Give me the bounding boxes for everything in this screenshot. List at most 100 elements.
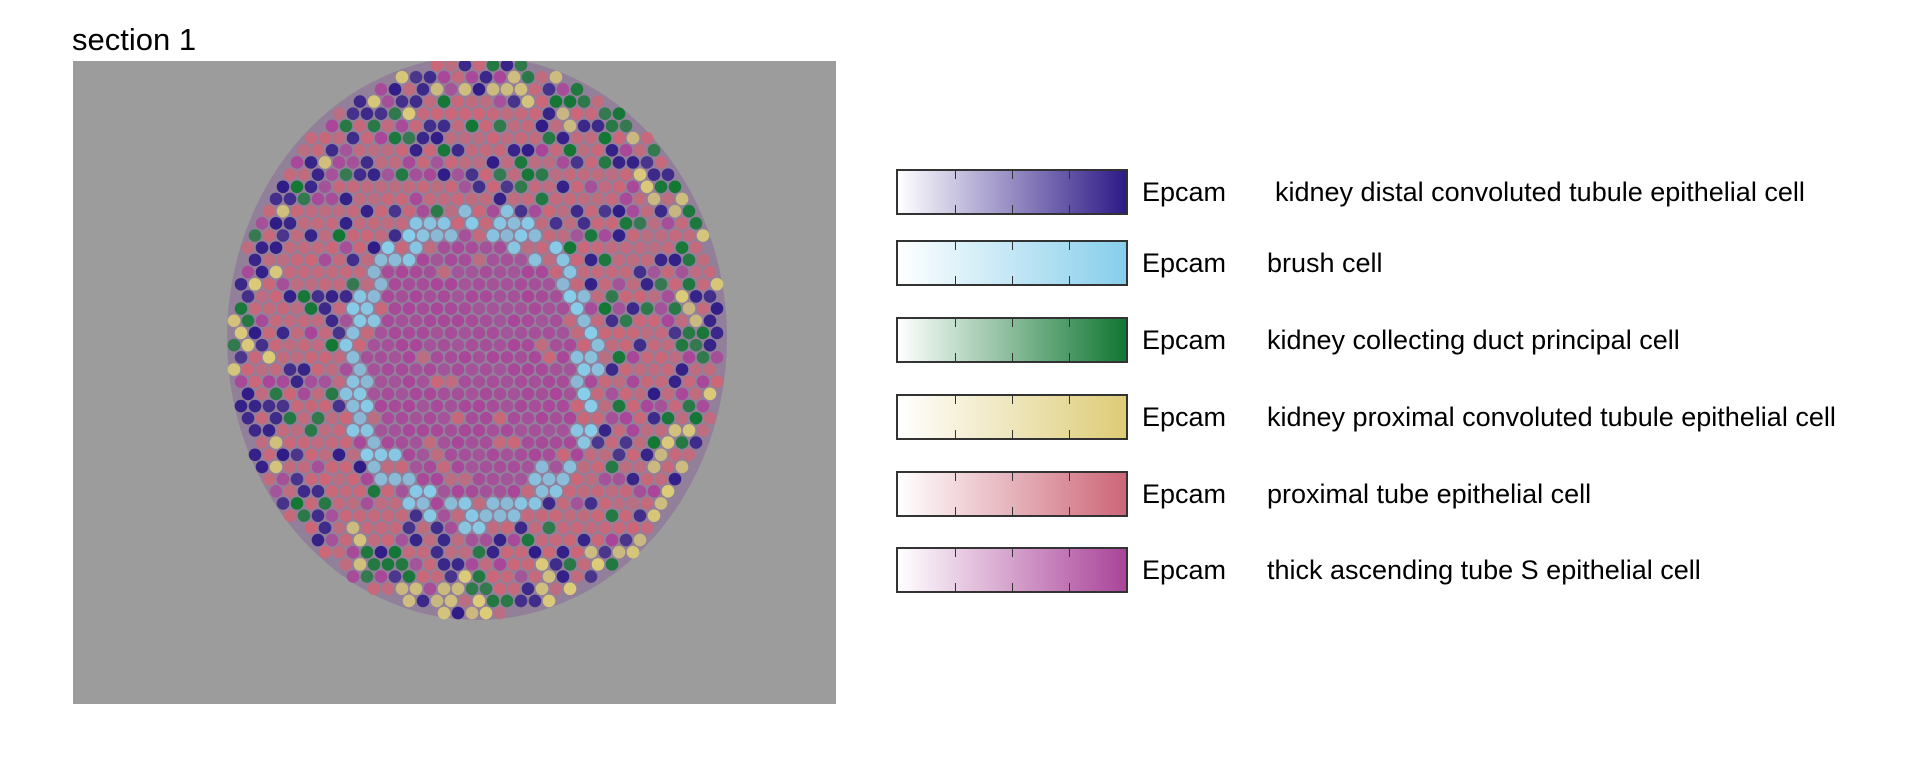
spot: [332, 277, 346, 291]
spot: [493, 217, 507, 230]
spot: [255, 338, 269, 352]
spot: [528, 204, 542, 218]
spot: [458, 570, 472, 583]
spot: [619, 387, 633, 401]
spot: [591, 241, 605, 254]
spot: [584, 156, 598, 169]
spot: [290, 253, 304, 267]
spot: [479, 460, 493, 474]
spot: [577, 436, 591, 449]
spot: [395, 192, 409, 206]
spot: [682, 448, 696, 462]
spot: [346, 253, 360, 267]
spot: [619, 314, 633, 328]
spot: [353, 558, 367, 571]
spot: [556, 107, 570, 121]
spot: [528, 180, 542, 194]
spot: [528, 424, 542, 437]
spot: [577, 338, 591, 352]
spot: [591, 314, 605, 328]
spot: [577, 387, 591, 401]
spot: [682, 399, 696, 413]
spot: [269, 265, 283, 279]
spot: [563, 436, 577, 449]
spot: [255, 265, 269, 279]
spot: [612, 521, 626, 535]
spot: [381, 168, 395, 181]
spot: [472, 180, 486, 194]
spot: [528, 131, 542, 145]
spot: [458, 521, 472, 535]
spot: [528, 472, 542, 486]
spot: [563, 241, 577, 254]
spot: [486, 180, 500, 194]
spot: [269, 460, 283, 474]
spot: [311, 363, 325, 376]
spot: [444, 83, 458, 96]
spot: [437, 290, 451, 303]
spot: [255, 460, 269, 474]
spot: [612, 351, 626, 364]
spot: [556, 83, 570, 96]
spot: [493, 436, 507, 449]
spot: [409, 509, 423, 522]
spot: [472, 375, 486, 388]
spot: [535, 558, 549, 571]
spot: [514, 424, 528, 437]
spot: [325, 509, 339, 522]
spot: [255, 411, 269, 425]
spot: [423, 509, 437, 522]
spot: [675, 387, 689, 401]
spot: [605, 363, 619, 376]
spot: [696, 424, 710, 437]
spot: [535, 460, 549, 474]
spot: [269, 192, 283, 206]
spot: [458, 204, 472, 218]
spot: [290, 326, 304, 340]
spot: [437, 338, 451, 352]
spot: [696, 326, 710, 340]
spot: [556, 302, 570, 315]
spot: [451, 460, 465, 474]
spot: [556, 472, 570, 486]
spot: [668, 204, 682, 218]
spot: [584, 180, 598, 194]
spot: [465, 460, 479, 474]
spot: [549, 411, 563, 425]
spot: [332, 497, 346, 510]
spot: [612, 497, 626, 510]
spot: [332, 107, 346, 121]
spot: [612, 545, 626, 559]
spot: [444, 277, 458, 291]
spot: [437, 119, 451, 133]
spot: [612, 472, 626, 486]
spot: [241, 411, 255, 425]
spot: [535, 582, 549, 596]
spot: [458, 375, 472, 388]
spot: [493, 265, 507, 279]
spot: [556, 180, 570, 194]
spot: [346, 521, 360, 535]
spot: [451, 387, 465, 401]
spot: [668, 351, 682, 364]
spot: [360, 521, 374, 535]
spot: [479, 582, 493, 596]
colorbar-tick: [1069, 473, 1070, 481]
spot: [423, 436, 437, 449]
spot: [437, 217, 451, 230]
spot: [416, 83, 430, 96]
spot: [423, 558, 437, 571]
spot: [486, 448, 500, 462]
spot: [423, 265, 437, 279]
spot: [556, 448, 570, 462]
colorbar-tick: [955, 171, 956, 179]
spot: [283, 314, 297, 328]
spot: [388, 448, 402, 462]
colorbar-tick: [1069, 171, 1070, 179]
spot: [549, 143, 563, 157]
spot: [563, 387, 577, 401]
spot: [325, 338, 339, 352]
spot: [521, 314, 535, 328]
spot: [423, 314, 437, 328]
spot: [507, 582, 521, 596]
